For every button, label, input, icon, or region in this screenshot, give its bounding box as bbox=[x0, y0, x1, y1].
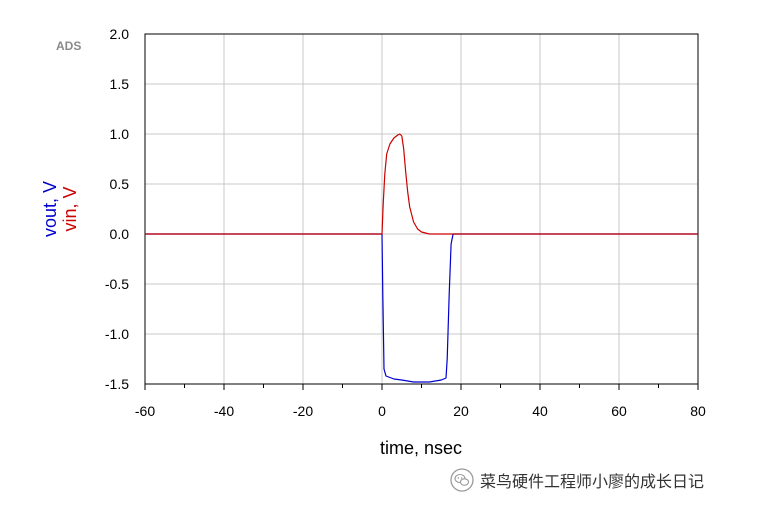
brand-label: ADS bbox=[56, 39, 81, 53]
y-axis-label-vin: vin, V bbox=[60, 186, 80, 231]
y-tick-label: 1.5 bbox=[110, 76, 130, 92]
x-tick-label: 40 bbox=[532, 403, 548, 419]
y-tick-label: -1.5 bbox=[105, 376, 129, 392]
series-layer bbox=[145, 134, 698, 382]
watermark: 菜鸟硬件工程师小廖的成长日记 bbox=[450, 466, 704, 494]
wechat-icon bbox=[450, 468, 474, 492]
y-axis-label-vout: vout, V bbox=[40, 181, 60, 237]
y-tick-label: 1.0 bbox=[110, 126, 130, 142]
y-tick-label: -0.5 bbox=[105, 276, 129, 292]
tick-labels: -60 -40 -20 0 20 40 60 80 -1.5 -1.0 -0.5 0.0 0.5 1.0 1… bbox=[105, 26, 706, 419]
x-tick-label: -20 bbox=[293, 403, 313, 419]
watermark-text: 菜鸟硬件工程师小廖的成长日记 bbox=[480, 468, 704, 492]
x-tick-label: 60 bbox=[611, 403, 627, 419]
y-tick-label: 0.0 bbox=[110, 226, 130, 242]
x-tick-label: 20 bbox=[453, 403, 469, 419]
y-tick-label: 0.5 bbox=[110, 176, 130, 192]
plot-frame bbox=[145, 34, 698, 384]
y-tick-label: 2.0 bbox=[110, 26, 130, 42]
x-axis-label: time, nsec bbox=[380, 438, 462, 458]
x-tick-label: -60 bbox=[135, 403, 155, 419]
x-tick-label: -40 bbox=[214, 403, 234, 419]
x-tick-label: 0 bbox=[378, 403, 386, 419]
x-tick-label: 80 bbox=[690, 403, 706, 419]
grid bbox=[145, 34, 698, 390]
y-tick-label: -1.0 bbox=[105, 326, 129, 342]
series-line-vout bbox=[145, 234, 698, 382]
